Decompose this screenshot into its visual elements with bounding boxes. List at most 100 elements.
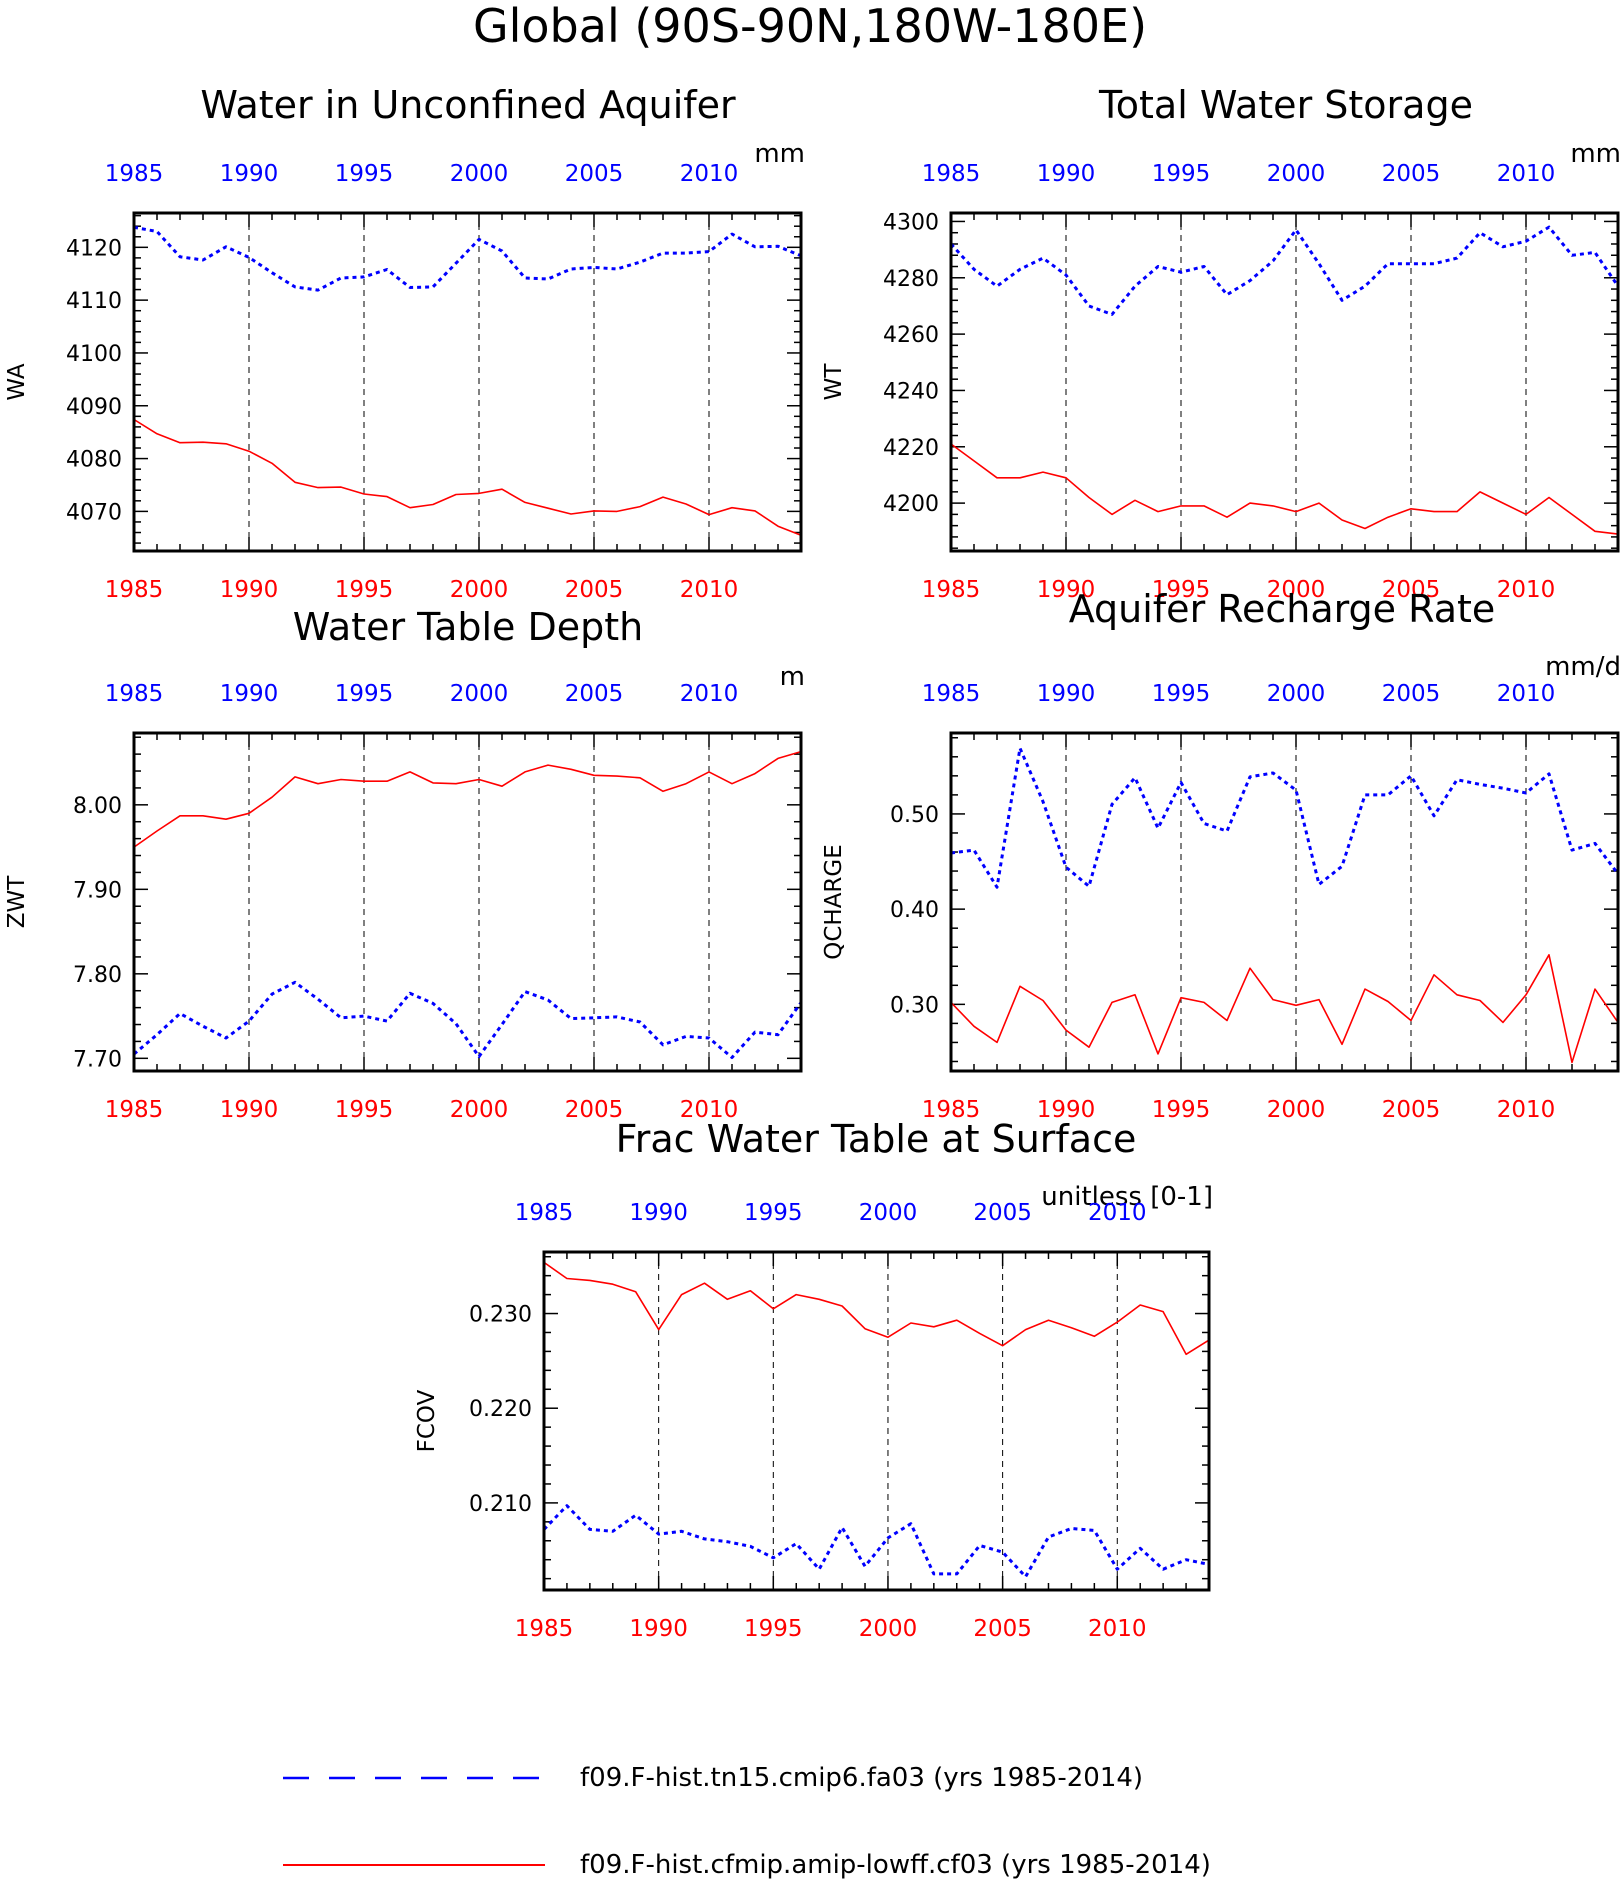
- data-point: [1388, 794, 1389, 795]
- data-point: [1572, 514, 1573, 515]
- data-point: [456, 263, 457, 264]
- data-point: [704, 1538, 705, 1539]
- data-point: [663, 497, 664, 498]
- data-point: [1457, 258, 1458, 259]
- data-point: [387, 269, 388, 270]
- data-point: [1181, 782, 1182, 783]
- data-point: [594, 1017, 595, 1018]
- x-tick-label-top: 2010: [1497, 681, 1556, 707]
- data-point: [364, 276, 365, 277]
- data-point: [1043, 1000, 1044, 1001]
- x-tick-label-top: 1995: [1152, 161, 1211, 187]
- data-point: [410, 287, 411, 288]
- chart-panel-3: Water Table Depth m 7.70 7.80 7.90 8.00 1985 19…: [4, 605, 805, 1123]
- data-point: [249, 1021, 250, 1022]
- data-point: [887, 1537, 888, 1538]
- x-tick-label-top: 1990: [1037, 161, 1096, 187]
- chart-title: Aquifer Recharge Rate: [1069, 587, 1496, 631]
- data-point: [1503, 788, 1504, 789]
- data-point: [819, 1569, 820, 1570]
- data-point: [410, 771, 411, 772]
- x-tick-label-top: 2000: [450, 681, 509, 707]
- data-point: [686, 253, 687, 254]
- data-point: [1204, 1002, 1205, 1003]
- data-point: [910, 1323, 911, 1324]
- x-tick-label-top: 1990: [629, 1200, 688, 1226]
- series-line-red-solid: [133, 750, 802, 848]
- data-point: [727, 1299, 728, 1300]
- x-tick-label-top: 1990: [220, 681, 279, 707]
- data-point: [658, 1329, 659, 1330]
- data-point: [341, 277, 342, 278]
- data-point: [157, 1034, 158, 1035]
- data-point: [974, 850, 975, 851]
- plot-frame: [132, 211, 803, 553]
- data-point: [1089, 886, 1090, 887]
- x-tick-label-top: 1990: [220, 161, 279, 187]
- data-point: [1388, 517, 1389, 518]
- data-point: [364, 493, 365, 494]
- y-axis-label: FCOV: [414, 1389, 440, 1452]
- y-tick-label: 7.90: [73, 878, 122, 903]
- data-point: [594, 775, 595, 776]
- data-point: [456, 783, 457, 784]
- y-tick-label: 7.80: [73, 963, 122, 988]
- data-point: [525, 277, 526, 278]
- data-point: [1457, 779, 1458, 780]
- data-point: [433, 1003, 434, 1004]
- y-tick-label: 7.70: [73, 1047, 122, 1072]
- data-point: [686, 503, 687, 504]
- data-point: [318, 487, 319, 488]
- data-point: [571, 268, 572, 269]
- data-point: [658, 1534, 659, 1535]
- x-tick-label-bottom: 2000: [1267, 1097, 1326, 1123]
- data-point: [318, 783, 319, 784]
- y-axis-label: ZWT: [4, 875, 30, 928]
- data-point: [612, 1531, 613, 1532]
- data-point: [612, 1284, 613, 1285]
- data-point: [1066, 274, 1067, 275]
- data-point: [974, 269, 975, 270]
- data-point: [1549, 773, 1550, 774]
- chart-panel-2: Total Water Storage mm 4200 4220 4240 4260 428…: [821, 83, 1621, 603]
- series-line-red-solid: [950, 953, 1619, 1064]
- data-point: [1526, 994, 1527, 995]
- data-point: [1273, 999, 1274, 1000]
- data-point: [750, 1546, 751, 1547]
- data-point: [1549, 497, 1550, 498]
- data-point: [842, 1527, 843, 1528]
- x-tick-label-bottom: 2010: [1088, 1616, 1147, 1642]
- x-tick-label-top: 2000: [1267, 681, 1326, 707]
- data-point: [640, 1021, 641, 1022]
- data-point: [1043, 258, 1044, 259]
- data-point: [571, 769, 572, 770]
- x-tick-label-top: 2000: [1267, 161, 1326, 187]
- data-point: [755, 773, 756, 774]
- data-point: [566, 1505, 567, 1506]
- data-point: [709, 1038, 710, 1039]
- data-point: [1112, 1002, 1113, 1003]
- data-point: [525, 502, 526, 503]
- data-point: [589, 1529, 590, 1530]
- chart-panel-5: Frac Water Table at Surface unitless [0-1…: [414, 1117, 1213, 1642]
- data-point: [387, 781, 388, 782]
- data-point: [180, 442, 181, 443]
- data-point: [1296, 229, 1297, 230]
- data-point: [226, 443, 227, 444]
- x-tick-label-bottom: 1995: [335, 577, 394, 603]
- x-tick-label-bottom: 2005: [1382, 577, 1441, 603]
- data-point: [1319, 999, 1320, 1000]
- series-line-blue-dashed: [133, 980, 803, 1059]
- data-point: [887, 1337, 888, 1338]
- data-point: [704, 1283, 705, 1284]
- x-tick-label-bottom: 2005: [1382, 1097, 1441, 1123]
- data-point: [1002, 1345, 1003, 1346]
- units-label: mm: [754, 139, 805, 169]
- data-point: [1071, 1528, 1072, 1529]
- chart-panels: Water in Unconfined Aquifer mm 4070 4080 409…: [4, 83, 1621, 1642]
- x-tick-label-top: 1990: [1037, 681, 1096, 707]
- data-point: [341, 779, 342, 780]
- data-point: [1094, 1336, 1095, 1337]
- data-point: [773, 1308, 774, 1309]
